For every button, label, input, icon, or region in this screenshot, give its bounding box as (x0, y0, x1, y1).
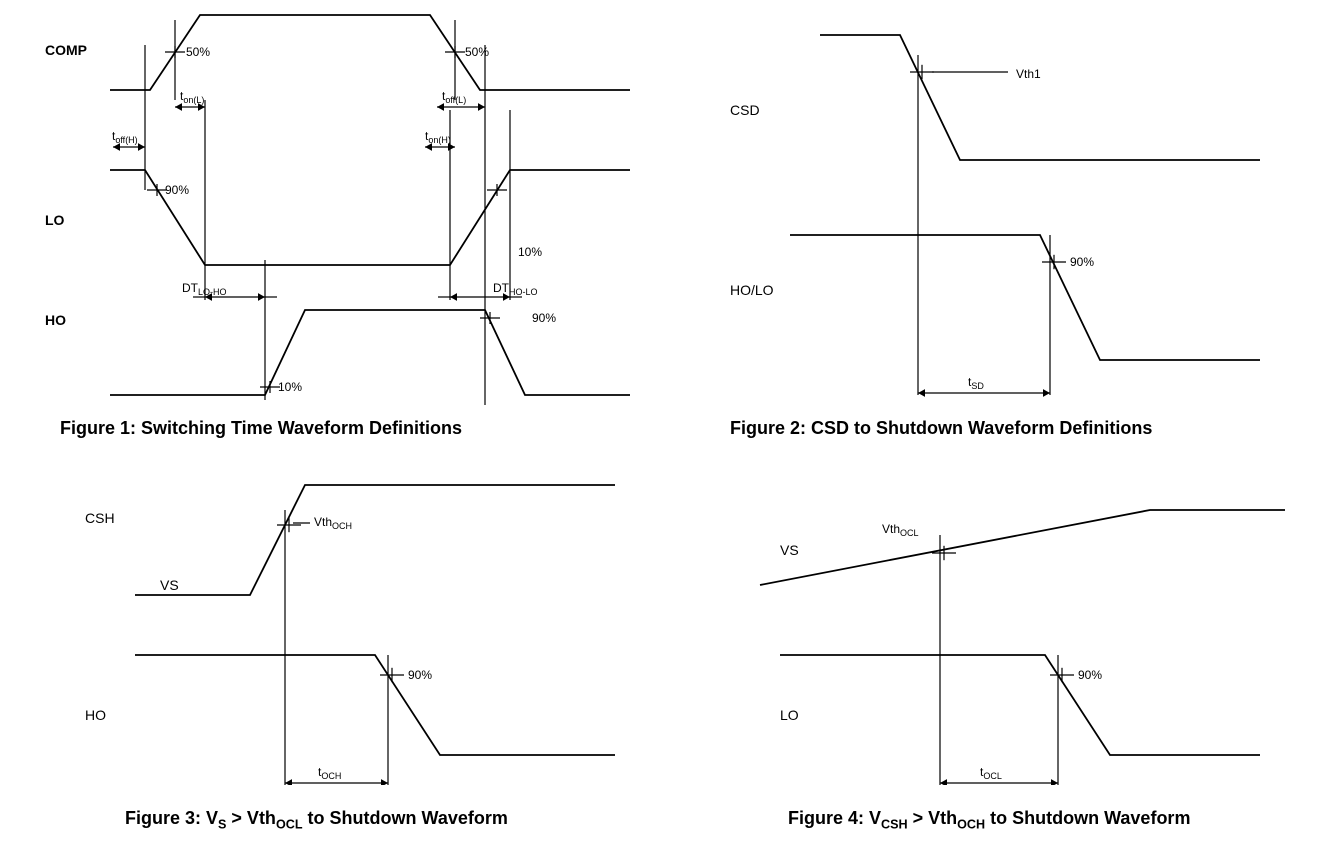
fig3-annot: 90% (408, 668, 432, 682)
fig1-dim-label: toff(L) (442, 89, 466, 105)
fig1-dim-label: toff(H) (112, 129, 138, 145)
fig2-svg: tSD Vth1 90% CSD HO/LO (700, 0, 1310, 405)
fig1-dim-label: ton(L) (180, 89, 204, 105)
fig4-signal-label: VS (780, 542, 799, 558)
fig3-signal-label: CSH (85, 510, 115, 526)
fig1-dim-label: ton(H) (425, 129, 451, 145)
fig1-signal-label: LO (45, 212, 65, 228)
fig4-caption: Figure 4: VCSH > VthOCH to Shutdown Wave… (788, 808, 1190, 832)
fig4-annot: 90% (1078, 668, 1102, 682)
fig3-svg: tOCH VthOCH 90% CSH VS HO (30, 475, 640, 785)
fig1-dim-label: DTHO-LO (493, 281, 538, 297)
fig4-LO-waveform (780, 655, 1260, 755)
fig1-annot: 50% (186, 45, 210, 59)
fig4-svg: tOCL VthOCL 90% VS LO (700, 475, 1310, 785)
fig2-HO/LO-waveform (790, 235, 1260, 360)
fig1-annot: 10% (518, 245, 542, 259)
fig4-panel: tOCL VthOCL 90% VS LO (700, 475, 1310, 785)
fig2-annot: Vth1 (1016, 67, 1041, 81)
fig4-dim-label: tOCL (980, 765, 1002, 781)
fig3-signal-label: VS (160, 577, 179, 593)
fig1-annot: 90% (165, 183, 189, 197)
fig1-svg: ton(L) toff(H) DTLO-HO toff(L) ton(H) DTHO-LO… (30, 0, 640, 405)
fig3-caption: Figure 3: VS > VthOCL to Shutdown Wavefo… (125, 808, 508, 832)
fig1-signal-label: HO (45, 312, 66, 328)
fig2-dim-label: tSD (968, 375, 984, 391)
fig1-dim-label: DTLO-HO (182, 281, 227, 297)
fig2-caption: Figure 2: CSD to Shutdown Waveform Defin… (730, 418, 1152, 439)
fig4-annot: VthOCL (882, 522, 919, 538)
fig3-dim-label: tOCH (318, 765, 341, 781)
fig3-annot: VthOCH (314, 515, 352, 531)
fig2-signal-label: CSD (730, 102, 760, 118)
fig1-annot: 10% (278, 380, 302, 394)
fig2-annot: 90% (1070, 255, 1094, 269)
fig3-panel: tOCH VthOCH 90% CSH VS HO (30, 475, 640, 785)
fig1-annot: 50% (465, 45, 489, 59)
fig3-signal-label: HO (85, 707, 106, 723)
fig4-VS-waveform (760, 510, 1285, 585)
fig4-signal-label: LO (780, 707, 799, 723)
fig2-signal-label: HO/LO (730, 282, 774, 298)
fig3-CSH-VS-waveform (135, 485, 615, 595)
fig1-signal-label: COMP (45, 42, 87, 58)
fig2-panel: tSD Vth1 90% CSD HO/LO (700, 0, 1310, 405)
fig1-caption: Figure 1: Switching Time Waveform Defini… (60, 418, 462, 439)
fig2-CSD-waveform (820, 35, 1260, 160)
fig1-annot: 90% (532, 311, 556, 325)
fig3-HO-waveform (135, 655, 615, 755)
fig1-panel: ton(L) toff(H) DTLO-HO toff(L) ton(H) DTHO-LO… (30, 0, 640, 405)
